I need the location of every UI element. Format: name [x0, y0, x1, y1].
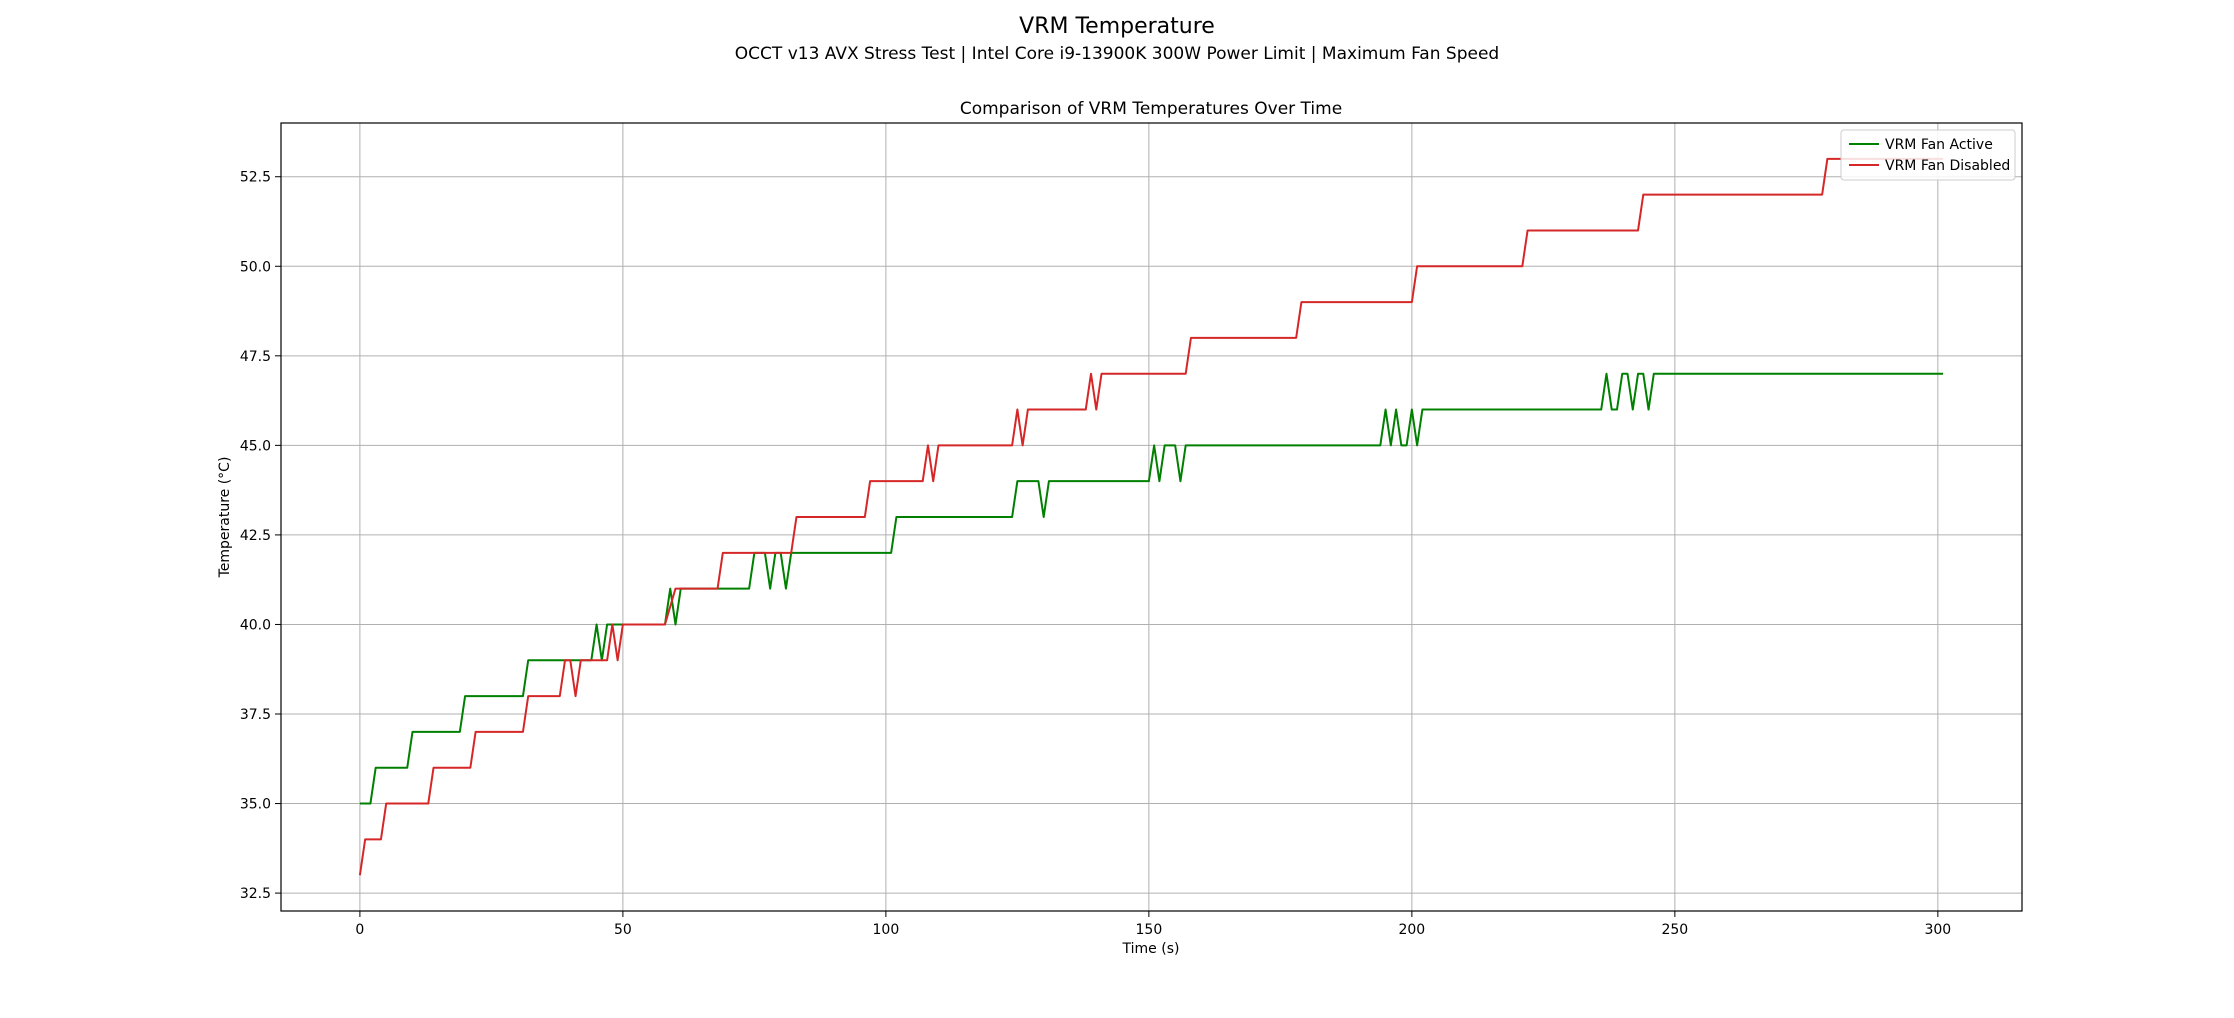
- legend: VRM Fan Active VRM Fan Disabled: [1840, 129, 2016, 181]
- y-axis-ticks: 32.5 35.0 37.5 40.0 42.5 45.0 47.5 50.0 52.5: [240, 170, 281, 902]
- y-axis-label: Temperature (°C): [217, 457, 233, 579]
- x-tick-label: 250: [1661, 922, 1688, 938]
- figure-title: VRM Temperature: [1019, 14, 1215, 39]
- plot-frame: [280, 122, 2023, 912]
- y-tick-label: 35.0: [240, 797, 271, 813]
- y-tick-label: 47.5: [240, 349, 271, 365]
- y-tick-label: 42.5: [240, 528, 271, 544]
- y-tick-label: 45.0: [240, 438, 271, 454]
- x-axis-ticks: 0 50 100 150 200 250 300: [355, 911, 1951, 938]
- legend-label: VRM Fan Active: [1885, 137, 1993, 153]
- axes-title: Comparison of VRM Temperatures Over Time: [960, 99, 1342, 119]
- grid-lines: [281, 123, 2022, 911]
- x-tick-label: 0: [355, 922, 364, 938]
- figure-subtitle: OCCT v13 AVX Stress Test | Intel Core i9…: [734, 44, 1500, 64]
- y-tick-label: 50.0: [240, 259, 271, 275]
- x-tick-label: 300: [1924, 922, 1951, 938]
- y-tick-label: 37.5: [240, 707, 271, 723]
- legend-label: VRM Fan Disabled: [1885, 158, 2010, 174]
- series-layer: [358, 157, 1944, 876]
- legend-box: [1840, 129, 2016, 181]
- y-tick-label: 52.5: [240, 170, 271, 186]
- series-line-vrm-fan-active: [359, 372, 1944, 805]
- x-axis-label: Time (s): [1122, 941, 1180, 957]
- series-line-vrm-fan-disabled: [358, 157, 1944, 876]
- y-tick-label: 32.5: [240, 886, 271, 902]
- x-tick-label: 100: [873, 922, 900, 938]
- x-tick-label: 150: [1136, 922, 1163, 938]
- y-tick-label: 40.0: [240, 617, 271, 633]
- x-tick-label: 200: [1398, 922, 1425, 938]
- x-tick-label: 50: [614, 922, 632, 938]
